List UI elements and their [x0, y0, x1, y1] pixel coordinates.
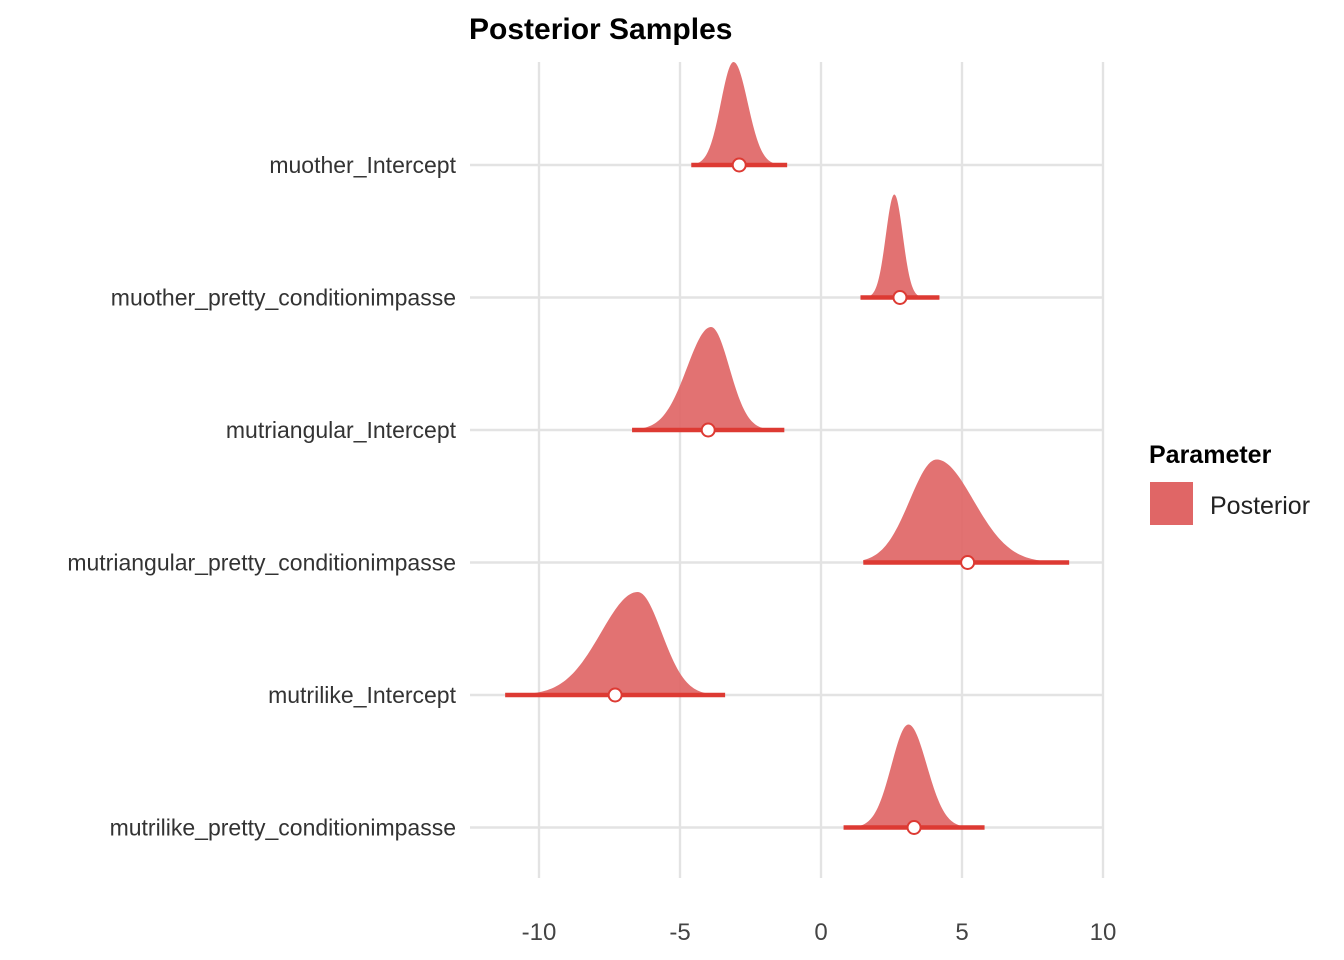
- legend: Parameter Posterior: [1149, 441, 1310, 525]
- y-tick-label: muother_Intercept: [269, 152, 456, 178]
- x-gridlines: [537, 62, 1105, 878]
- density-layer: [505, 62, 1070, 828]
- y-tick-label: muother_pretty_conditionimpasse: [111, 285, 456, 311]
- density-mutrilike_pretty_conditionimpasse: [843, 724, 985, 828]
- point-mutriangular_pretty_conditionimpasse: [960, 555, 976, 570]
- point-mutriangular_Intercept: [700, 422, 716, 438]
- y-tick-label: mutrilike_Intercept: [268, 682, 457, 708]
- point-mutrilike_Intercept: [607, 687, 623, 703]
- x-axis-labels: -10 -5 0 5 10: [522, 919, 1117, 946]
- legend-title: Parameter: [1149, 441, 1272, 469]
- point-mutrilike_pretty_conditionimpasse: [906, 820, 922, 835]
- density-muother_Intercept: [691, 62, 788, 165]
- density-mutrilike_Intercept: [505, 592, 726, 695]
- y-tick-label: mutrilike_pretty_conditionimpasse: [110, 815, 456, 841]
- x-tick-label: -5: [669, 919, 690, 946]
- chart-title: Posterior Samples: [469, 13, 732, 46]
- y-gridlines: [470, 163, 1103, 829]
- x-tick-label: -10: [522, 919, 557, 946]
- y-axis-labels: muother_Intercept muother_pretty_conditio…: [67, 152, 456, 841]
- point-muother_pretty_conditionimpasse: [892, 290, 908, 305]
- interval-layer: [505, 157, 1070, 835]
- y-tick-label: mutriangular_pretty_conditionimpasse: [67, 550, 456, 576]
- legend-label-posterior: Posterior: [1210, 492, 1310, 520]
- density-muother_pretty_conditionimpasse: [860, 194, 940, 298]
- point-muother_Intercept: [731, 157, 747, 173]
- x-tick-label: 10: [1090, 919, 1117, 946]
- density-mutriangular_pretty_conditionimpasse: [863, 459, 1070, 563]
- density-mutriangular_Intercept: [632, 327, 785, 430]
- x-tick-label: 5: [955, 919, 968, 946]
- x-tick-label: 0: [814, 919, 827, 946]
- y-tick-label: mutriangular_Intercept: [226, 417, 457, 443]
- legend-swatch-posterior: [1150, 482, 1193, 525]
